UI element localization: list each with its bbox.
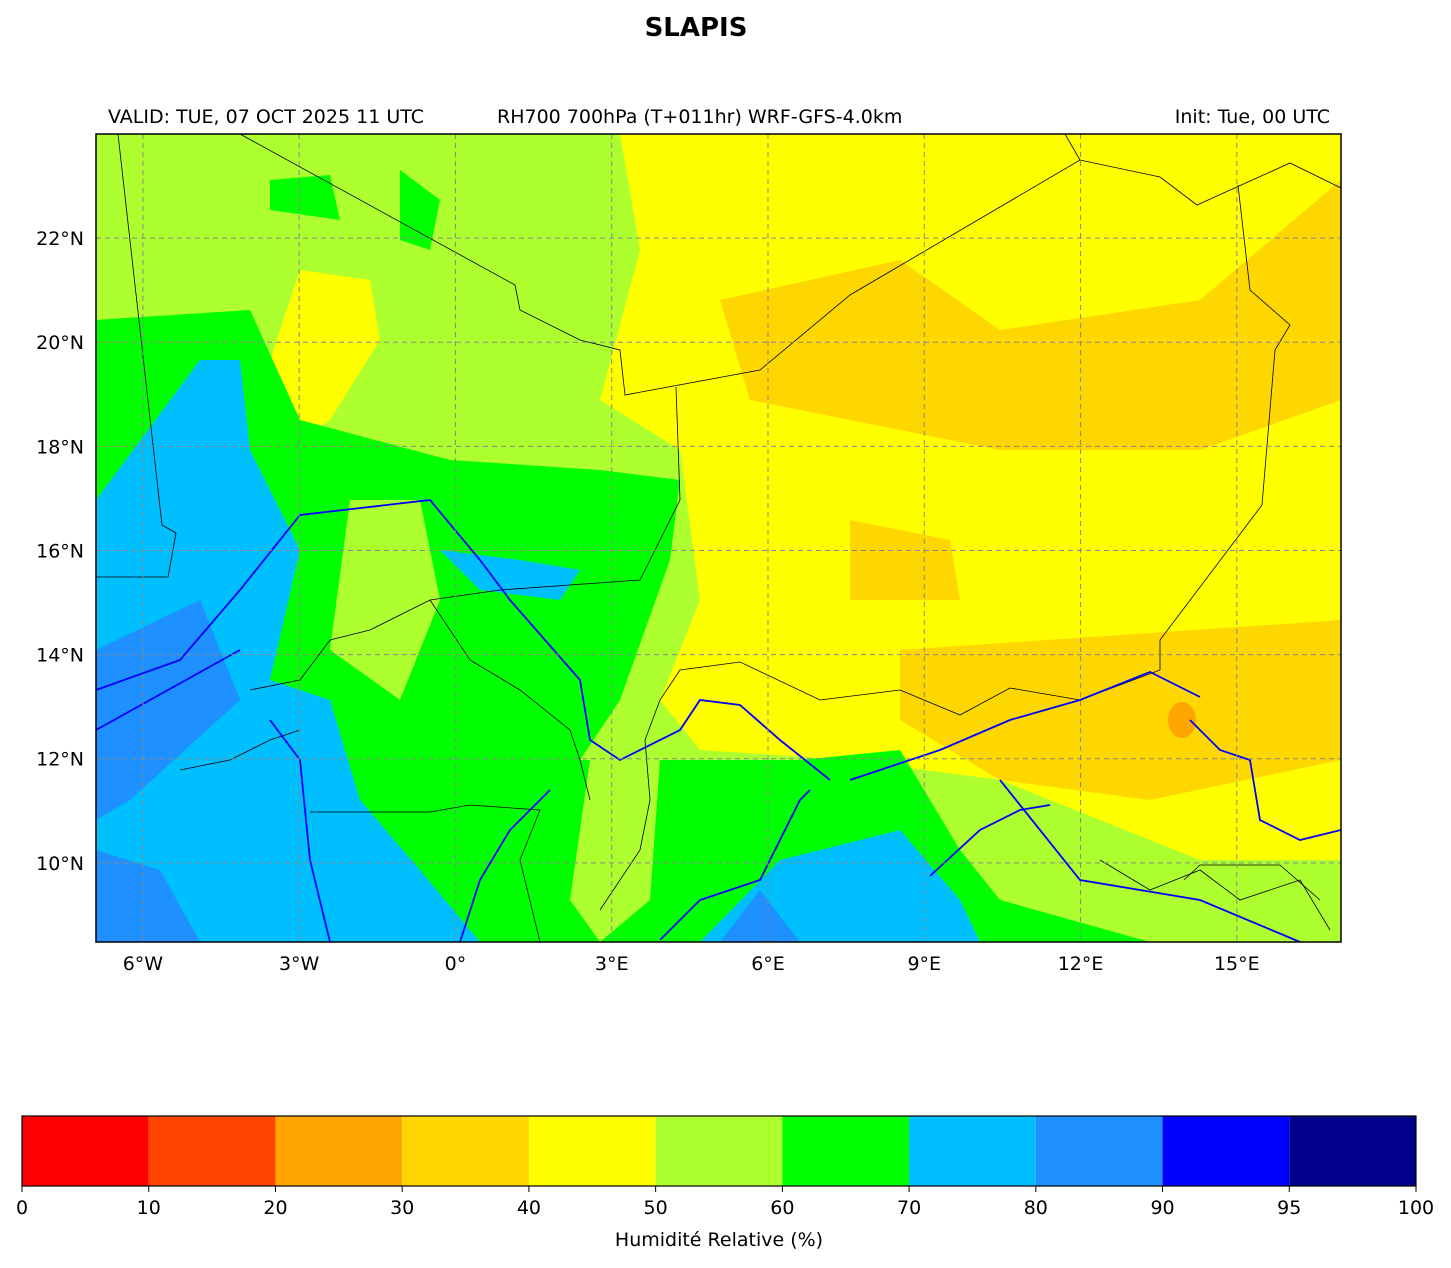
y-tick-label: 18°N: [36, 436, 84, 458]
field-region: [270, 175, 340, 220]
colorbar-tick-label: 50: [644, 1197, 668, 1219]
colorbar-bin: [275, 1116, 403, 1186]
field-region: [96, 360, 480, 942]
y-tick-label: 12°N: [36, 749, 84, 771]
colorbar-tick-label: 20: [263, 1197, 287, 1219]
field-region: [96, 310, 1150, 942]
colorbar-tick-label: 90: [1150, 1197, 1174, 1219]
title: SLAPIS: [645, 13, 748, 43]
field-region: [1168, 702, 1196, 738]
colorbar-tick-label: 30: [390, 1197, 414, 1219]
field-region: [400, 170, 440, 250]
x-tick-label: 0°: [445, 953, 467, 975]
product: RH700 700hPa (T+011hr) WRF-GFS-4.0km: [497, 106, 902, 128]
field-region: [270, 270, 380, 450]
graticule: [96, 134, 1341, 942]
colorbar-label: Humidité Relative (%): [615, 1229, 823, 1251]
x-tick-label: 12°E: [1058, 953, 1104, 975]
x-tick-label: 6°W: [123, 953, 164, 975]
colorbar-frame: [21, 1115, 1417, 1187]
init-time: Init: Tue, 00 UTC: [1175, 106, 1330, 128]
colorbar-tick-label: 70: [897, 1197, 921, 1219]
colorbar-tick-label: 80: [1024, 1197, 1048, 1219]
field-region: [900, 620, 1341, 800]
x-tick-label: 15°E: [1214, 953, 1260, 975]
colorbar-bin: [22, 1116, 149, 1186]
colorbar-tick-label: 40: [517, 1197, 541, 1219]
colorbar: [22, 1116, 1416, 1186]
x-tick-label: 3°E: [595, 953, 629, 975]
x-tick-label: 6°E: [751, 953, 785, 975]
colorbar-tick-label: 100: [1398, 1197, 1434, 1219]
colorbar-bin: [1162, 1116, 1290, 1186]
y-tick-label: 10°N: [36, 853, 84, 875]
borders: [96, 134, 1341, 942]
field-region: [850, 520, 960, 600]
map-frame: [95, 133, 1342, 943]
valid-time: VALID: TUE, 07 OCT 2025 11 UTC: [108, 106, 424, 128]
rivers: [96, 499, 1341, 942]
colorbar-bin: [782, 1116, 910, 1186]
y-tick-label: 20°N: [36, 332, 84, 354]
colorbar-bin: [655, 1116, 783, 1186]
y-tick-label: 16°N: [36, 540, 84, 562]
x-tick-label: 3°W: [279, 953, 320, 975]
colorbar-tick-label: 95: [1277, 1197, 1301, 1219]
field-region: [96, 850, 200, 942]
colorbar-bin: [1035, 1116, 1163, 1186]
colorbar-tick-label: 0: [16, 1197, 28, 1219]
colorbar-bin: [528, 1116, 656, 1186]
y-tick-label: 22°N: [36, 228, 84, 250]
field: [96, 134, 1341, 942]
colorbar-bin: [909, 1116, 1036, 1186]
colorbar-tick-label: 10: [137, 1197, 161, 1219]
field-region: [720, 180, 1341, 450]
colorbar-bin: [1289, 1116, 1416, 1186]
colorbar-bin: [402, 1116, 529, 1186]
colorbar-tick-label: 60: [770, 1197, 794, 1219]
field-region: [720, 890, 800, 942]
field-region: [440, 550, 580, 600]
colorbar-bin: [148, 1116, 276, 1186]
field-region: [570, 760, 660, 942]
y-tick-label: 14°N: [36, 645, 84, 667]
x-tick-label: 9°E: [907, 953, 941, 975]
